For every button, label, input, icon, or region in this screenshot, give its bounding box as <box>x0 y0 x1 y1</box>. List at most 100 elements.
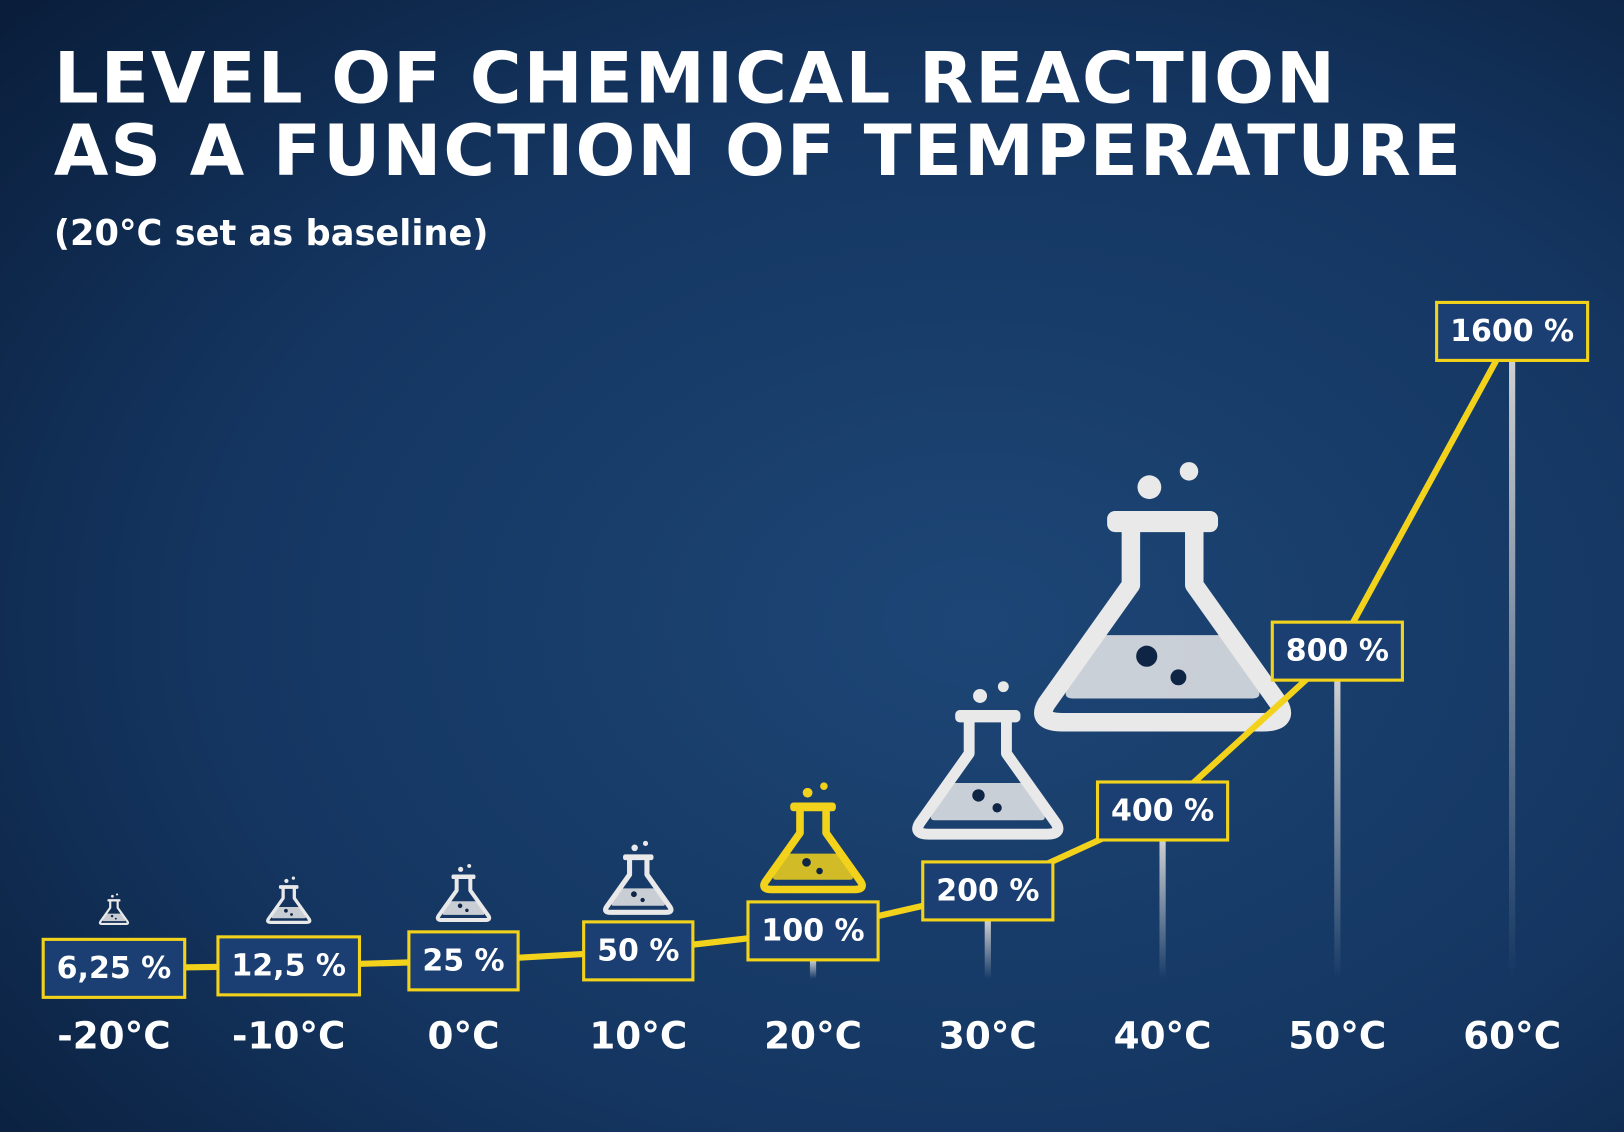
value-box: 1600 % <box>1435 300 1590 362</box>
value-box-frame <box>407 930 520 992</box>
flask-rim <box>107 899 121 902</box>
value-label: 50 % <box>597 933 679 968</box>
value-box: 100 % <box>746 900 880 962</box>
value-label: 25 % <box>422 943 504 978</box>
flask-liquid <box>102 913 126 922</box>
x-tick-label: -10°C <box>232 1013 345 1057</box>
chart-subtitle: (20°C set as baseline) <box>54 213 489 254</box>
value-label: 12,5 % <box>231 948 346 983</box>
flask-rim <box>790 802 836 812</box>
flask-liquid <box>611 888 665 906</box>
value-label: 400 % <box>1111 794 1214 829</box>
value-box-frame <box>1095 780 1230 842</box>
x-tick-label: 50°C <box>1288 1013 1386 1057</box>
pole <box>984 919 991 979</box>
flask-bubble <box>457 903 463 909</box>
flask-liquid <box>442 901 485 915</box>
value-label: 1600 % <box>1450 314 1574 349</box>
value-box-frame <box>1270 620 1404 682</box>
x-tick-label: 40°C <box>1114 1013 1212 1057</box>
flask-bubble <box>458 866 464 872</box>
flask-bubble <box>972 789 985 802</box>
value-label: 200 % <box>936 873 1039 908</box>
value-box-frame <box>921 860 1055 922</box>
flask-bubble <box>284 908 288 913</box>
flask-bubble <box>816 867 823 875</box>
value-label: 6,25 % <box>57 951 172 986</box>
flask-liquid <box>1065 635 1260 699</box>
flask-icon <box>1034 462 1291 732</box>
value-box: 50 % <box>582 920 695 982</box>
flask-bubble <box>1136 645 1158 667</box>
value-box: 12,5 % <box>216 935 362 997</box>
flask-icon <box>266 876 312 925</box>
flask-bubble <box>1137 475 1162 500</box>
flask-outline <box>266 888 312 925</box>
x-tick-label: 30°C <box>939 1013 1037 1057</box>
x-tick-label: -20°C <box>57 1013 170 1057</box>
flask-rim <box>278 885 299 889</box>
flask-bubble <box>973 688 988 703</box>
value-box-frame <box>746 900 880 962</box>
flask-bubble <box>284 878 289 884</box>
flask-bubble <box>114 917 117 920</box>
flask-icon <box>760 782 866 894</box>
flask-outline <box>98 901 130 926</box>
flask-liquid <box>930 782 1045 821</box>
flask-bubble <box>997 681 1009 693</box>
value-box: 800 % <box>1270 620 1404 682</box>
flask-outline <box>1034 529 1291 732</box>
pole <box>1334 680 1341 979</box>
flask-outline <box>760 810 866 894</box>
flask-outline <box>435 878 492 923</box>
flask-rim <box>955 709 1021 723</box>
flask-outline <box>912 720 1064 840</box>
flask-bubble <box>640 897 645 903</box>
pole <box>1159 839 1166 979</box>
flask-bubble <box>291 876 296 880</box>
flask-bubble <box>631 891 637 898</box>
flask-rim <box>1107 510 1219 533</box>
x-tick-label: 10°C <box>589 1013 687 1057</box>
flask-liquid <box>773 853 853 880</box>
flask-bubble <box>290 913 293 916</box>
value-box: 200 % <box>921 860 1055 922</box>
flask-icon <box>603 840 674 915</box>
value-label: 800 % <box>1286 634 1389 669</box>
x-tick-label: 20°C <box>764 1013 862 1057</box>
flask-icon <box>98 893 130 926</box>
flask-bubble <box>631 844 638 852</box>
flask-bubble <box>820 782 828 790</box>
pole <box>809 959 817 979</box>
x-tick-label: 0°C <box>428 1013 500 1057</box>
value-box-frame <box>582 920 695 982</box>
value-box: 25 % <box>407 930 520 992</box>
flask-bubble <box>992 803 1002 813</box>
flask-bubble <box>1170 669 1187 686</box>
flask-bubble <box>110 914 114 918</box>
value-box-frame <box>216 935 362 997</box>
value-box: 400 % <box>1095 780 1230 842</box>
flask-bubble <box>465 908 469 913</box>
flask-icon <box>435 863 492 923</box>
flask-rim <box>451 874 476 880</box>
flask-rim <box>623 854 654 861</box>
flask-icon <box>912 681 1064 840</box>
value-label: 100 % <box>761 913 864 948</box>
chart-title-line: AS A FUNCTION OF TEMPERATURE <box>54 110 1463 192</box>
flask-bubble <box>110 894 114 898</box>
value-box: 6,25 % <box>41 937 187 999</box>
value-box-frame <box>1435 300 1590 362</box>
flask-bubble <box>802 857 811 867</box>
flask-bubble <box>642 840 649 846</box>
flask-bubble <box>467 863 472 868</box>
flask-bubble <box>1179 462 1199 481</box>
pole <box>1509 360 1516 979</box>
flask-bubble <box>115 893 119 896</box>
flask-bubble <box>802 787 813 798</box>
x-tick-label: 60°C <box>1463 1013 1561 1057</box>
chart-title-line: LEVEL OF CHEMICAL REACTION <box>54 37 1337 119</box>
flask-outline <box>603 859 674 915</box>
